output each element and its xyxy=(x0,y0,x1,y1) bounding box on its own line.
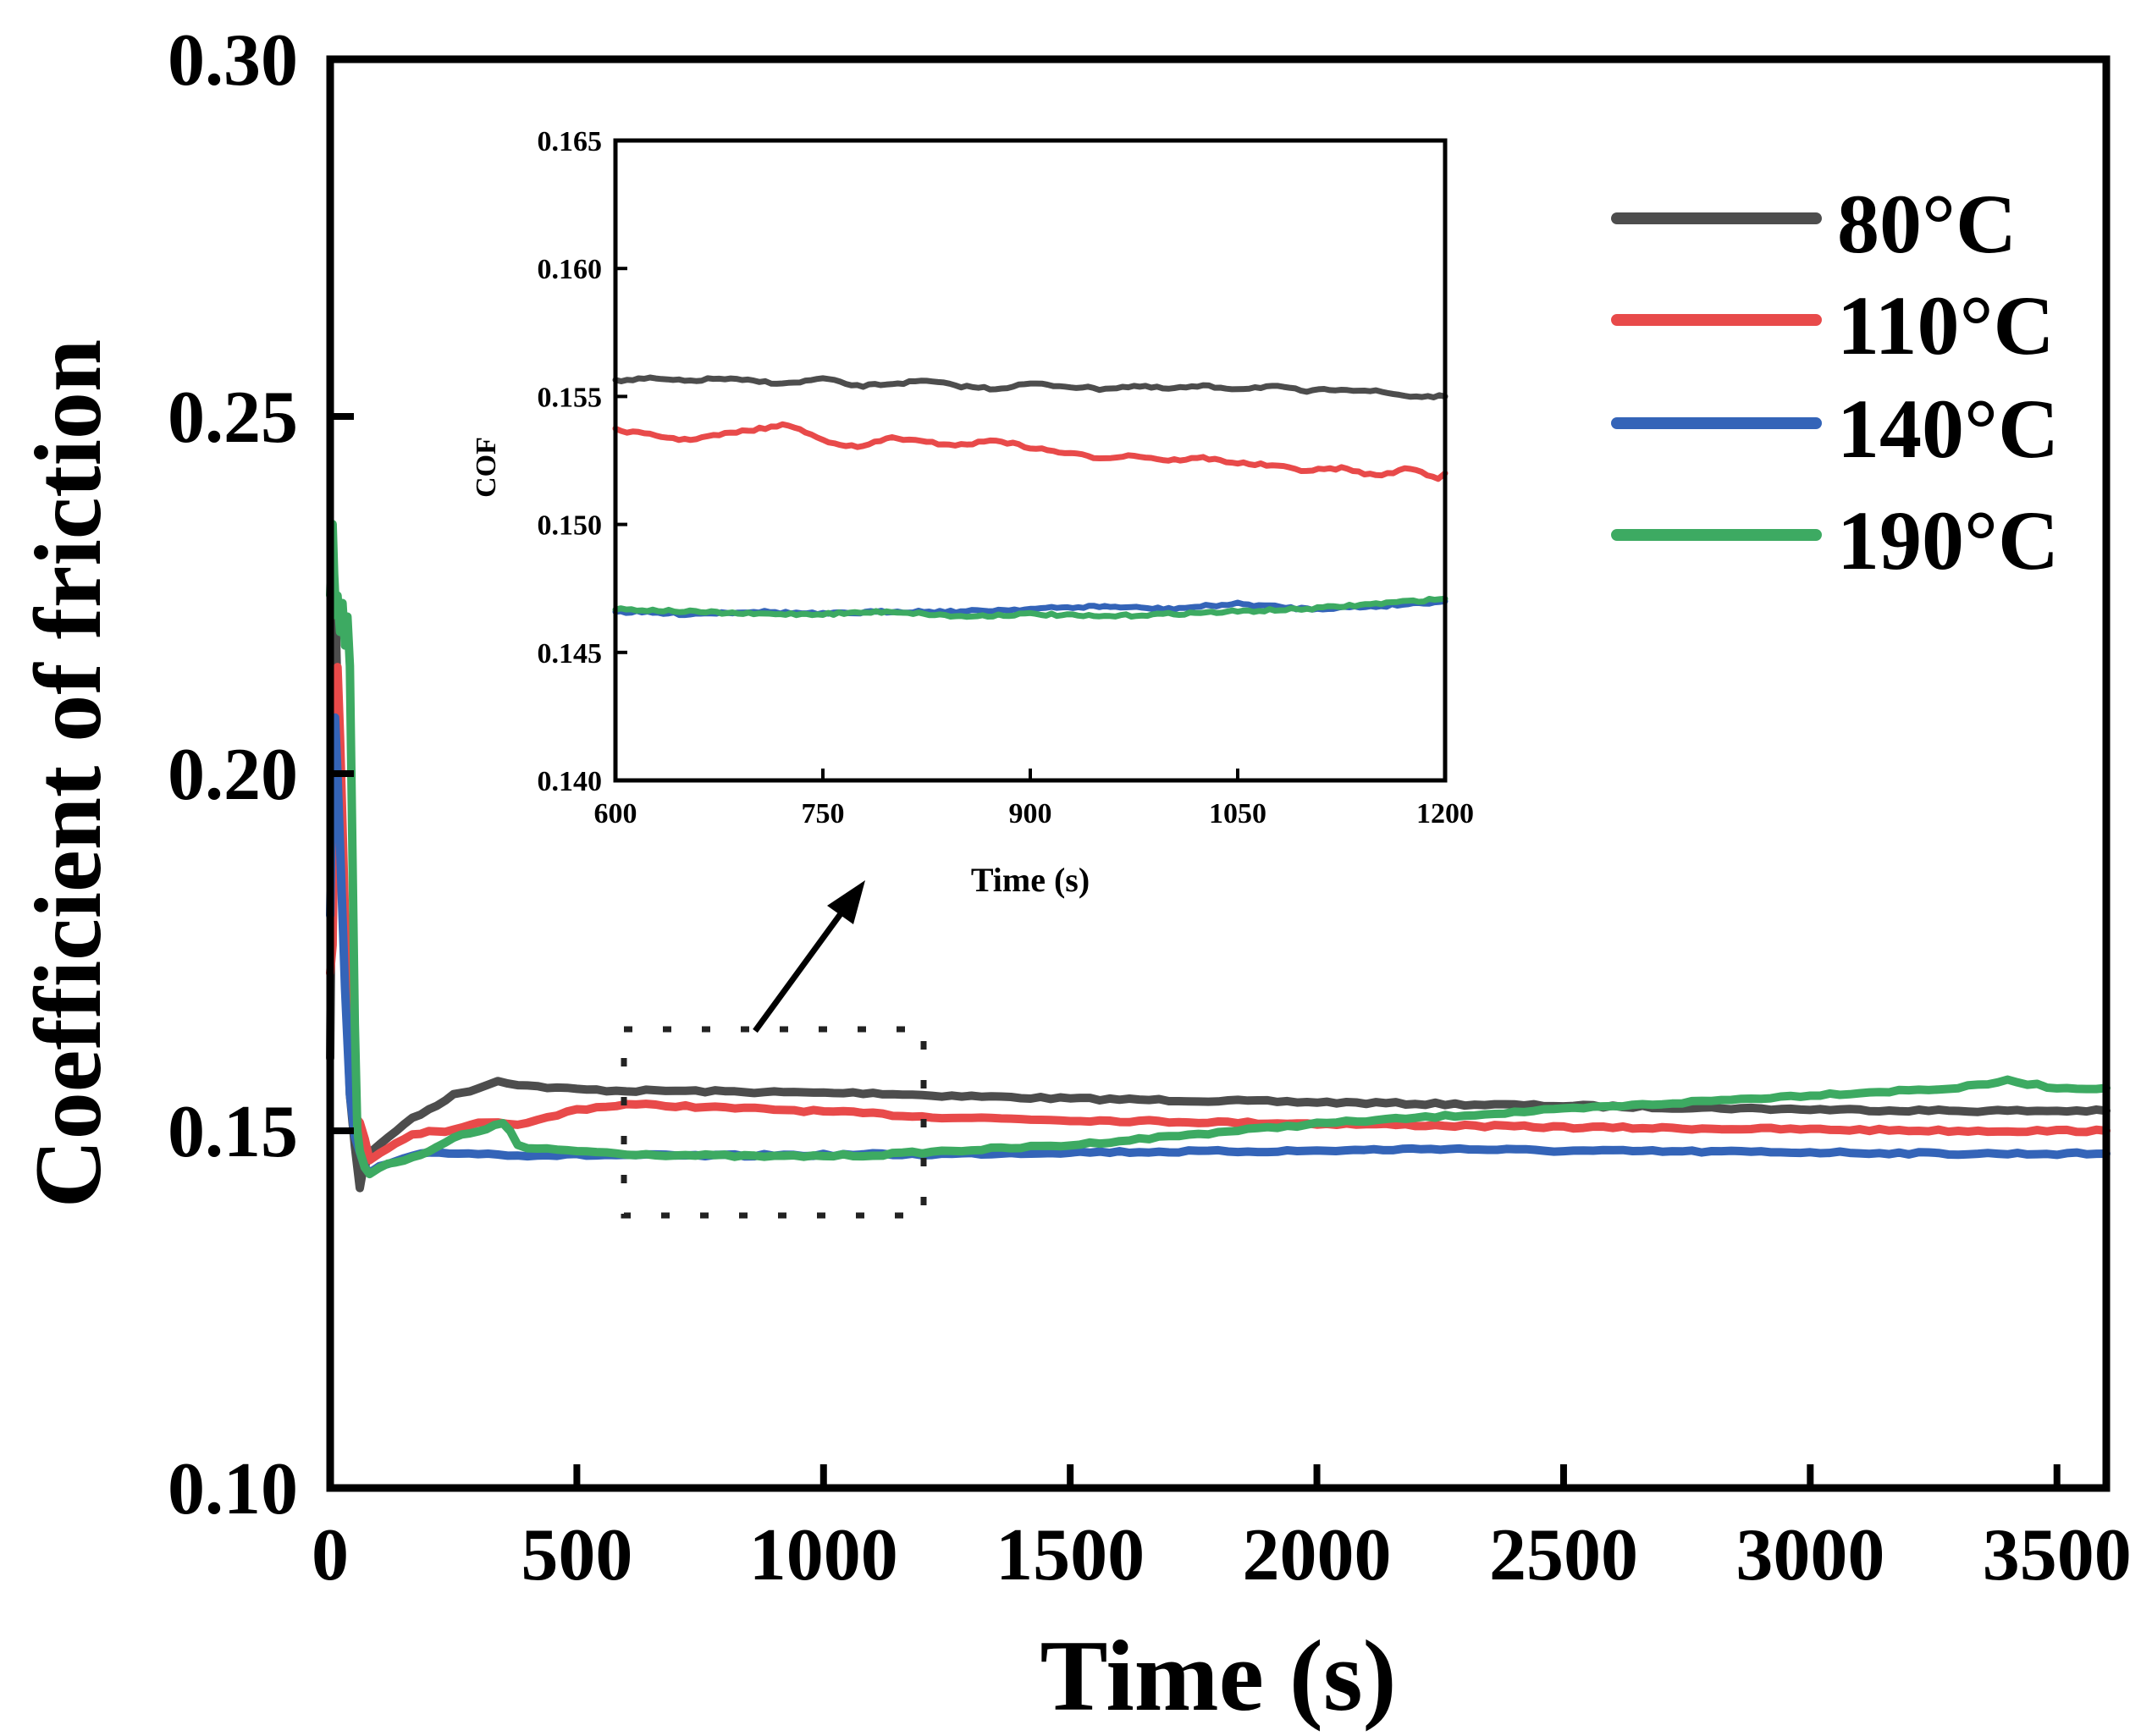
main-x-tick-label: 500 xyxy=(521,1514,632,1596)
main-x-tick-label: 0 xyxy=(312,1514,349,1596)
legend-label: 190°C xyxy=(1837,493,2059,587)
inset-x-tick-label: 600 xyxy=(594,798,637,829)
legend-label: 80°C xyxy=(1837,177,2017,271)
main-series-group xyxy=(326,520,2111,1193)
main-x-tick-label: 2000 xyxy=(1243,1514,1392,1596)
inset-y-tick-label: 0.165 xyxy=(538,126,603,157)
inset-x-tick-label: 750 xyxy=(802,798,845,829)
main-ticks-group: 0 500 1000 1500 2000 2500 3000 3500 0.10 0.15 0.20… xyxy=(168,19,2132,1596)
legend-label: 140°C xyxy=(1837,382,2059,476)
inset-chart: 600 750 900 1050 1200 0.140 0.145 0.150 0.155 0.1… xyxy=(471,126,1474,899)
main-y-tick-label: 0.25 xyxy=(168,377,298,459)
main-x-tick-label: 3000 xyxy=(1735,1514,1884,1596)
legend-label: 110°C xyxy=(1837,278,2055,372)
inset-x-tick-label: 1050 xyxy=(1209,798,1266,829)
main-series-line-190c xyxy=(326,520,2111,1179)
inset-y-tick-label: 0.155 xyxy=(538,382,603,413)
inset-y-tick-label: 0.150 xyxy=(538,510,603,542)
inset-series-line-80c xyxy=(612,374,1448,400)
main-y-tick-label: 0.20 xyxy=(168,734,298,816)
main-x-tick-label: 1000 xyxy=(749,1514,898,1596)
inset-x-tick-label: 1200 xyxy=(1416,798,1474,829)
inset-y-tick-label: 0.140 xyxy=(538,766,603,797)
main-x-tick-label: 2500 xyxy=(1489,1514,1638,1596)
main-y-tick-label: 0.15 xyxy=(168,1091,298,1173)
inset-ticks-group: 600 750 900 1050 1200 0.140 0.145 0.150 0.155 0.1… xyxy=(538,126,1475,829)
main-y-tick-label: 0.10 xyxy=(168,1448,298,1530)
inset-y-tick-label: 0.160 xyxy=(538,254,603,285)
main-x-tick-label: 3500 xyxy=(1983,1514,2132,1596)
inset-x-axis-title: Time (s) xyxy=(971,861,1090,899)
main-x-tick-label: 1500 xyxy=(996,1514,1145,1596)
zoom-region-box xyxy=(621,1026,927,1219)
inset-series-group xyxy=(612,374,1448,620)
inset-series-line-110c xyxy=(612,421,1448,482)
main-series-line-110c xyxy=(326,663,2111,1165)
inset-x-tick-label: 900 xyxy=(1009,798,1052,829)
main-y-axis-title: Coefficient of friction xyxy=(16,339,121,1208)
inset-y-tick-label: 0.145 xyxy=(538,638,603,670)
inset-y-axis-title: COF xyxy=(471,437,502,498)
main-x-axis-title: Time (s) xyxy=(1040,1619,1396,1732)
zoom-arrow xyxy=(753,880,865,1033)
main-series-line-80c xyxy=(326,590,2111,1193)
inset-series-line-190c xyxy=(612,595,1448,620)
main-y-tick-label: 0.30 xyxy=(168,19,298,102)
